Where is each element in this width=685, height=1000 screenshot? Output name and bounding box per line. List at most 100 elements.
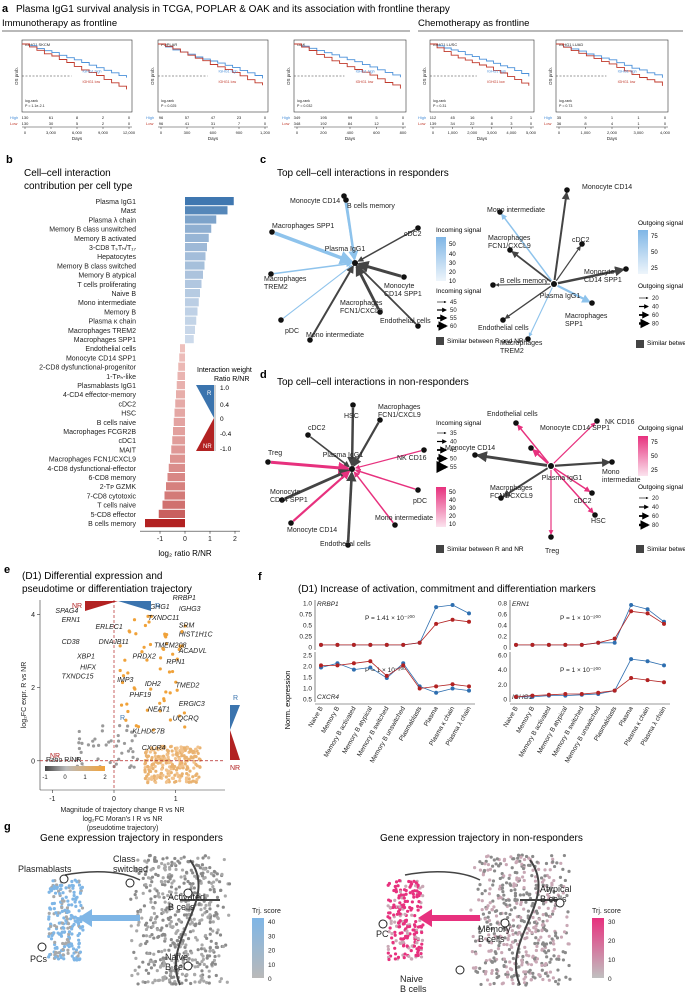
network-node-label: Monocyte CD14 SPP1 xyxy=(540,425,610,432)
umap-point xyxy=(207,969,211,973)
umap-point xyxy=(485,978,490,982)
e-point xyxy=(151,762,155,766)
network-node-label: SPP1 xyxy=(565,321,583,328)
umap-point xyxy=(495,857,499,861)
e-point xyxy=(182,711,187,715)
e-point xyxy=(170,749,174,753)
umap-point xyxy=(543,944,547,948)
umap-point xyxy=(482,869,486,873)
d-outgoing-colorbar xyxy=(638,436,648,476)
bar-x-tick-label: 2 xyxy=(233,536,237,543)
umap-point xyxy=(495,971,499,976)
e-gene-label: HIFX xyxy=(80,664,96,671)
umap-point xyxy=(167,908,172,912)
f-gene-label: CXCR4 xyxy=(317,694,339,701)
bar xyxy=(180,344,185,353)
umap-point xyxy=(512,884,516,888)
network-edge xyxy=(475,451,548,467)
bar xyxy=(164,491,185,500)
umap-point xyxy=(77,883,82,887)
e-point xyxy=(187,757,191,761)
bar xyxy=(185,298,199,307)
umap-point xyxy=(148,889,152,893)
umap-point xyxy=(54,951,59,955)
network-node xyxy=(415,225,421,231)
umap-point xyxy=(136,982,140,986)
network-edge xyxy=(355,264,380,310)
umap-point xyxy=(502,893,506,897)
km-low-label: IGHG1 low xyxy=(487,80,505,84)
umap-label: Class xyxy=(113,854,136,864)
km-logrank: log-rank xyxy=(297,99,310,103)
umap-point xyxy=(386,904,390,908)
umap-point xyxy=(492,956,496,960)
umap-point xyxy=(211,961,215,965)
km-risk-high: 0 xyxy=(264,115,267,120)
e-point xyxy=(183,762,187,766)
e-y-tick-label: 0 xyxy=(31,758,35,765)
umap-point xyxy=(219,977,223,981)
umap-point xyxy=(480,899,484,903)
umap-point xyxy=(485,920,489,924)
bar xyxy=(185,335,194,344)
network-node-label: Endothelial cells xyxy=(478,325,529,332)
e-point xyxy=(166,749,171,753)
umap-legend-title: Trj. score xyxy=(592,908,621,915)
umap-point xyxy=(511,924,516,928)
umap-point xyxy=(170,966,174,970)
umap-point xyxy=(150,932,154,937)
umap-point xyxy=(559,861,563,865)
e-point xyxy=(151,728,155,732)
e-point xyxy=(129,747,133,751)
network-edge xyxy=(273,261,353,275)
e-point xyxy=(156,748,160,752)
bar xyxy=(185,215,217,224)
network-node-label: Macrophages xyxy=(378,404,421,411)
umap-point xyxy=(184,943,188,947)
size-legend-label: 60 xyxy=(652,313,659,319)
umap-point xyxy=(200,918,204,922)
network-node-label: B cells memory xyxy=(500,278,548,285)
umap-point xyxy=(79,919,83,924)
e-gene-label: XBP1 xyxy=(76,653,95,660)
umap-point xyxy=(505,931,510,935)
e-point xyxy=(184,777,189,782)
bar-category-label: 4-CD4 effector-memory xyxy=(63,392,137,399)
e-point xyxy=(168,691,172,695)
legend-tick: 1.0 xyxy=(220,385,229,392)
umap-point xyxy=(416,883,420,887)
size-legend-label: 80 xyxy=(652,523,659,529)
network-edge xyxy=(495,282,551,287)
umap-point xyxy=(156,865,161,869)
umap-point xyxy=(55,885,59,889)
umap-point xyxy=(494,914,499,918)
umap-point xyxy=(555,861,559,865)
umap-point xyxy=(187,908,191,912)
umap-point xyxy=(204,949,208,953)
e-point xyxy=(162,697,166,701)
umap-point xyxy=(540,968,544,972)
umap-point xyxy=(535,911,539,915)
umap-label: Naive xyxy=(400,974,423,984)
umap-point xyxy=(419,905,423,909)
umap-point xyxy=(153,920,157,924)
umap-point xyxy=(167,865,172,870)
e-point xyxy=(91,739,95,743)
umap-point xyxy=(136,858,140,862)
network-node-label: HSC xyxy=(591,518,606,525)
umap-point xyxy=(543,868,547,872)
umap-point xyxy=(534,924,538,928)
umap-point xyxy=(215,912,219,916)
size-legend-label: 20 xyxy=(652,296,659,302)
umap-point xyxy=(547,895,551,899)
umap-point xyxy=(70,903,74,907)
e-point xyxy=(121,674,126,678)
e-point xyxy=(192,760,196,764)
umap-point xyxy=(420,885,425,889)
umap-point xyxy=(392,905,396,909)
network-node xyxy=(564,187,570,193)
umap-point xyxy=(556,893,560,897)
umap-landmark xyxy=(37,942,47,952)
umap-point xyxy=(78,900,82,904)
